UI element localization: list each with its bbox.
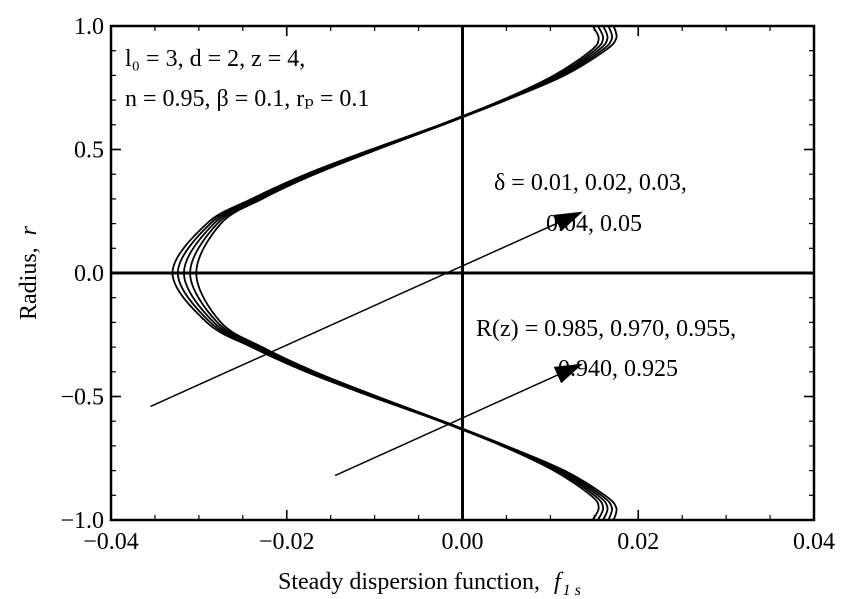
annotation-arrows xyxy=(150,211,583,477)
annotation-arrow-2 xyxy=(334,363,583,477)
x-axis-label-subscript: 1 s xyxy=(563,582,581,599)
tick-labels: −0.04 −0.02 0.00 0.02 0.04 1.0 0.5 0.0 −0.5 −1.0 xyxy=(60,14,835,555)
plot-frame xyxy=(109,24,816,522)
params-annotation-line1: l₀ = 3, d = 2, z = 4, xyxy=(125,46,305,72)
x-tick-label: 0.00 xyxy=(442,529,484,555)
x-tick-label: 0.02 xyxy=(617,529,659,555)
y-axis-label-symbol: r xyxy=(16,225,42,235)
delta-annotation-line2: 0.04, 0.05 xyxy=(546,211,642,237)
R-annotation-line1: R(z) = 0.985, 0.970, 0.955, xyxy=(476,316,736,342)
y-tick-label: 0.0 xyxy=(74,261,104,287)
x-tick-label: −0.04 xyxy=(83,529,139,555)
params-annotation-line2: n = 0.95, β = 0.1, rₚ = 0.1 xyxy=(125,86,369,112)
y-tick-label: −0.5 xyxy=(60,385,104,411)
y-tick-label: 0.5 xyxy=(74,138,104,164)
x-tick-label: −0.02 xyxy=(259,529,315,555)
x-axis-label-text: Steady dispersion function, xyxy=(278,569,540,595)
x-axis-label-symbol: f xyxy=(554,569,564,595)
delta-annotation-line1: δ = 0.01, 0.02, 0.03, xyxy=(494,170,687,196)
y-tick-label: 1.0 xyxy=(74,14,104,40)
series-curves xyxy=(171,25,618,521)
x-tick-label: 0.04 xyxy=(793,529,835,555)
y-tick-label: −1.0 xyxy=(60,508,104,534)
R-annotation-line2: 0.940, 0.925 xyxy=(558,356,678,382)
reference-lines xyxy=(111,26,814,520)
annotation-arrow-1 xyxy=(150,211,583,408)
series-line-5 xyxy=(195,25,618,521)
y-axis-label-text: Radius, xyxy=(16,247,42,320)
y-axis-label: Radius, r xyxy=(16,225,42,320)
